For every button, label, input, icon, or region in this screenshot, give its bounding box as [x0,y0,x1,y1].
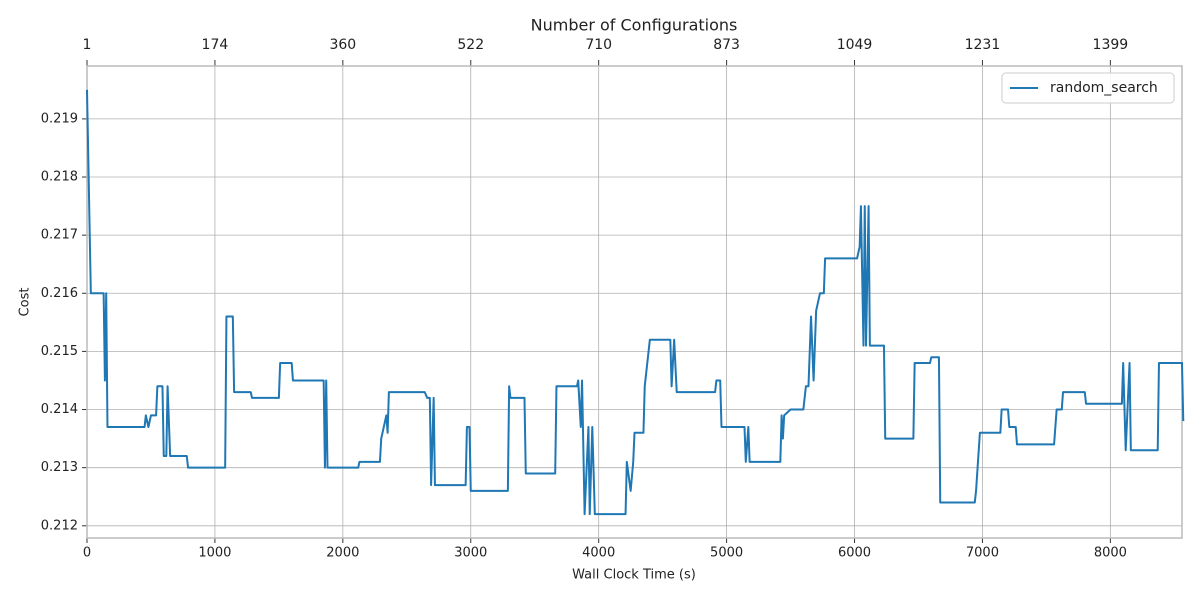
x2-tick-label: 873 [713,37,740,53]
x-tick-label: 3000 [454,546,487,561]
x-tick-label: 4000 [582,546,615,561]
y-tick-label: 0.218 [41,170,78,185]
y-tick-label: 0.212 [41,518,78,533]
y-axis-label: Cost [18,288,33,317]
x-tick-label: 7000 [966,546,999,561]
x-tick-label: 0 [83,546,91,561]
x-tick-label: 2000 [326,546,359,561]
top-axis-title: Number of Configurations [531,16,738,35]
x-tick-label: 6000 [838,546,871,561]
x2-tick-label: 174 [202,37,229,53]
data-line [86,89,1185,516]
y-tick-label: 0.214 [41,402,78,417]
x2-tick-label: 1049 [837,37,873,53]
y-tick-label: 0.219 [41,111,78,126]
legend-label: random_search [1050,80,1158,96]
x2-tick-label: 360 [329,37,356,53]
y-tick-label: 0.217 [41,228,78,243]
x-tick-label: 5000 [710,546,743,561]
x-axis-label: Wall Clock Time (s) [572,568,696,583]
y-tick-label: 0.216 [41,286,78,301]
x2-tick-label: 522 [457,37,484,53]
y-tick-label: 0.213 [41,460,78,475]
x2-tick-label: 710 [585,37,612,53]
plot-frame [86,65,1183,539]
x2-tick-label: 1231 [965,37,1001,53]
x2-tick-label: 1 [83,37,92,53]
x-tick-label: 1000 [198,546,231,561]
y-tick-label: 0.215 [41,344,78,359]
x2-tick-label: 1399 [1093,37,1129,53]
x-tick-label: 8000 [1094,546,1127,561]
legend-box [1001,72,1175,104]
